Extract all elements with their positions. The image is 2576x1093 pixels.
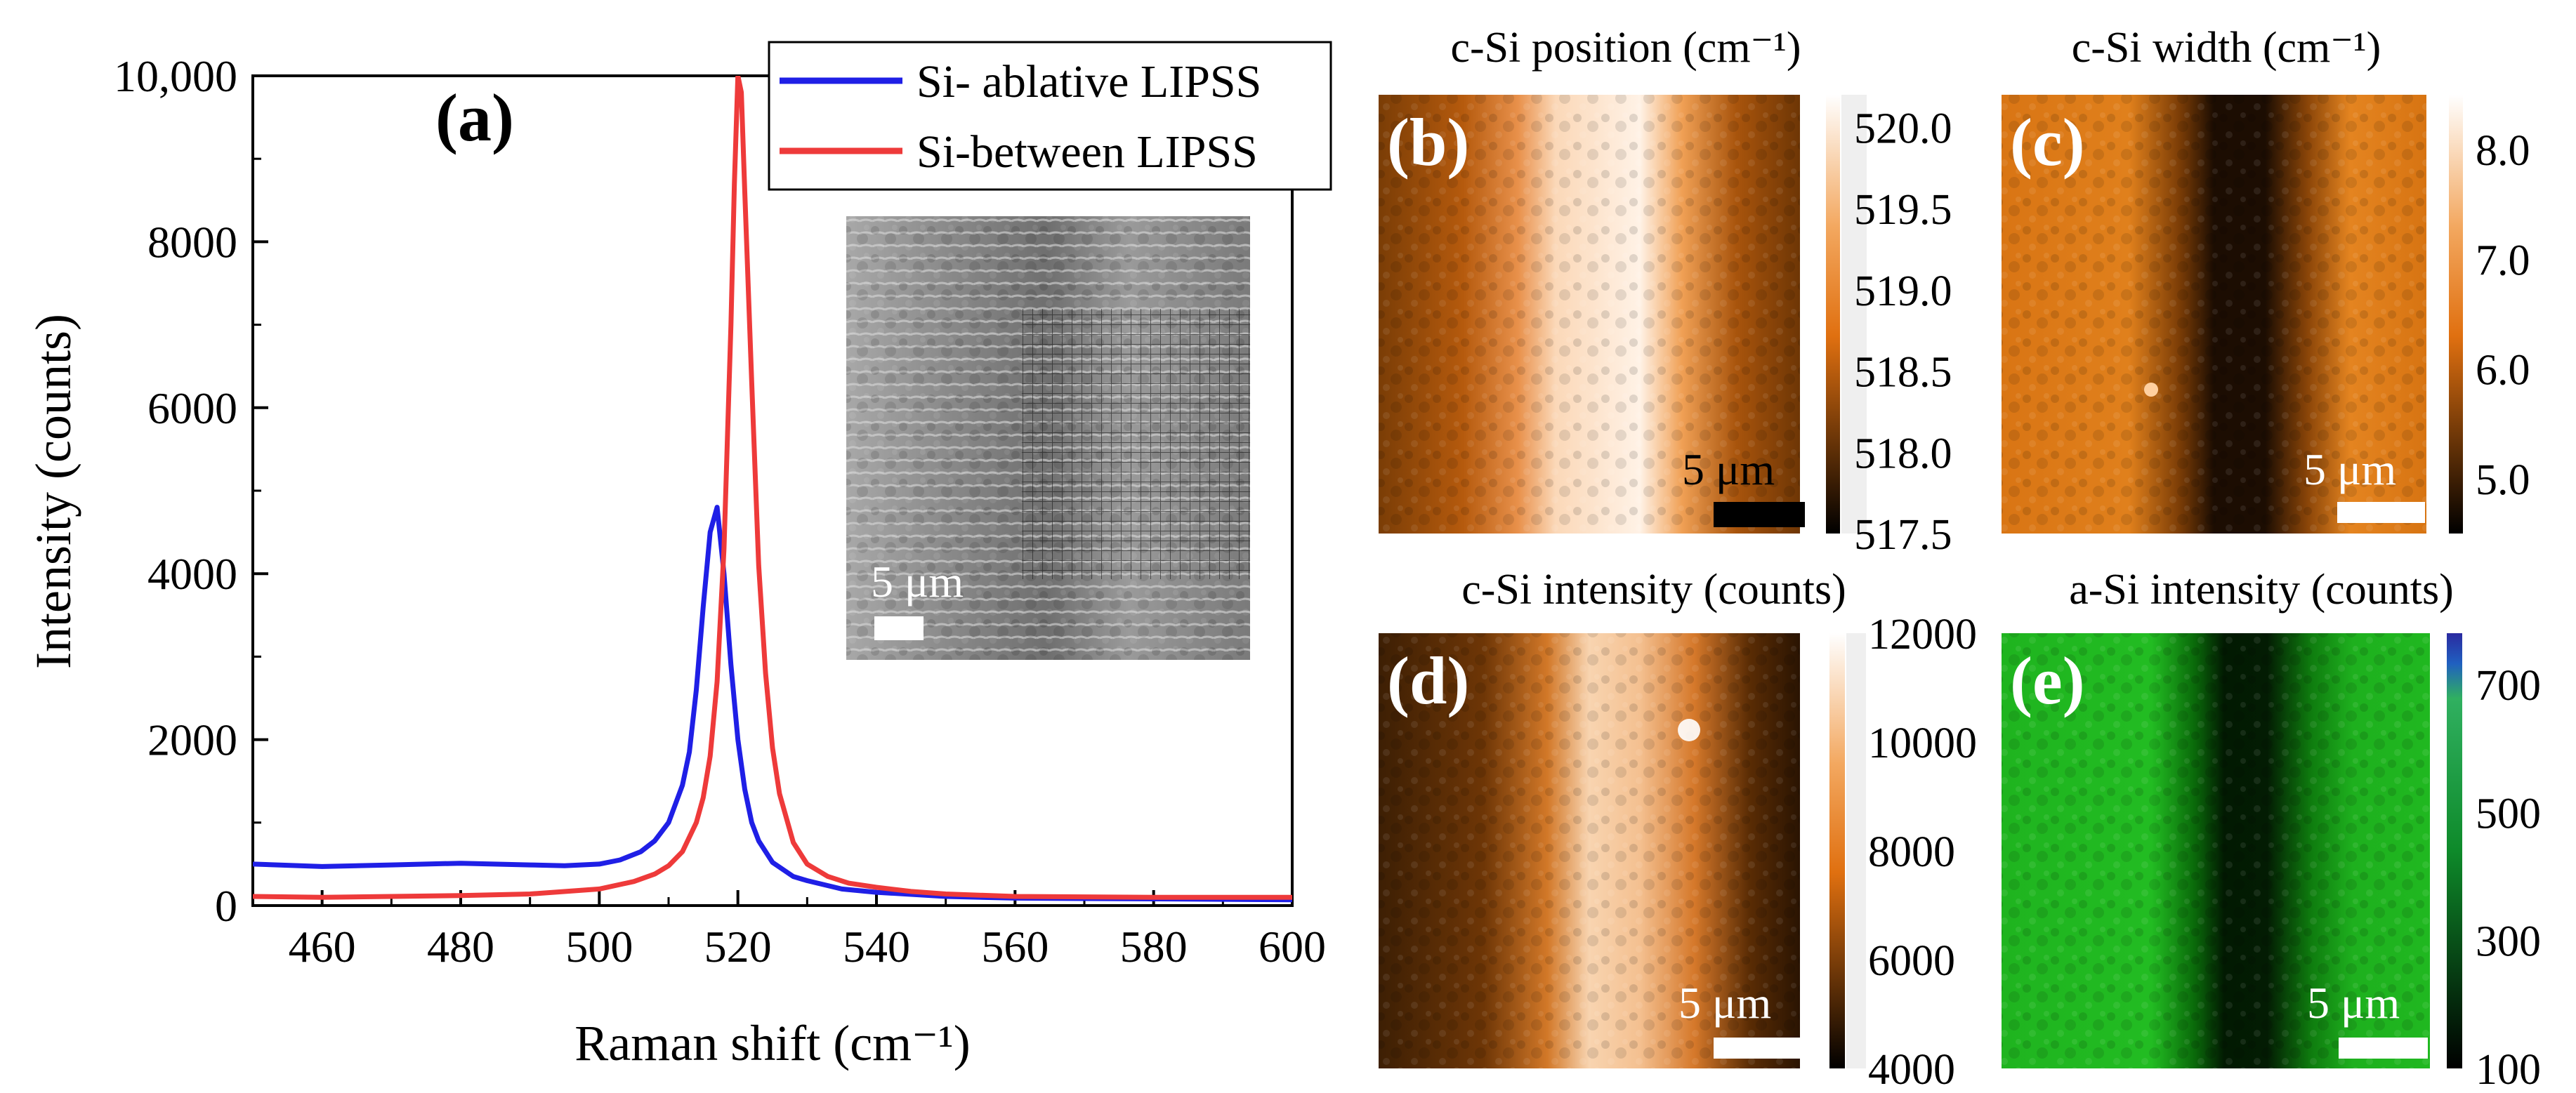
colorbar-tick-label: 100 — [2476, 1046, 2541, 1093]
scalebar-label-b: 5 μm — [1682, 444, 1775, 494]
y-tick-label: 0 — [215, 881, 237, 931]
scalebar-label-c: 5 μm — [2304, 444, 2396, 494]
colorbar-tick-label: 500 — [2476, 790, 2541, 837]
scalebar-d — [1714, 1038, 1801, 1059]
colorbar-tick-label: 517.5 — [1854, 511, 1952, 559]
y-tick-label: 10,000 — [114, 51, 237, 101]
bright-spot — [2144, 383, 2158, 397]
colorbar-tick-label: 5.0 — [2476, 456, 2530, 504]
colorbar-c — [2449, 95, 2463, 534]
colorbar-ticks-e: 700 500 300 100 — [2476, 662, 2541, 1093]
scalebar-label-e: 5 μm — [2307, 978, 2400, 1028]
colorbar-tick-label: 520.0 — [1854, 105, 1952, 152]
x-tick-label: 460 — [289, 922, 356, 972]
scalebar-c — [2337, 502, 2425, 523]
inset-scalebar-label: 5 μm — [871, 557, 964, 607]
colorbar-tick-label: 518.5 — [1854, 349, 1952, 397]
scalebar-label-d: 5 μm — [1678, 978, 1771, 1028]
colorbar-tick-label: 8.0 — [2476, 127, 2530, 175]
scalebar-e — [2339, 1038, 2428, 1059]
legend: Si- ablative LIPSS Si-between LIPSS — [768, 41, 1332, 191]
colorbar-d — [1829, 633, 1845, 1068]
panel-label-d: (d) — [1387, 643, 1469, 718]
colorbar-ticks-d: 12000 10000 8000 6000 4000 — [1868, 611, 1977, 1093]
colorbar-b — [1826, 95, 1840, 534]
colorbar-tick-label: 8000 — [1868, 828, 1955, 876]
series-line-ablative — [253, 505, 1292, 903]
panel-c-heatmap: c-Si width (cm⁻¹) (c) 5 μm 8.0 7.0 6.0 5.0 — [2002, 24, 2530, 534]
x-tick-labels: 460 480 500 520 540 560 580 600 — [289, 922, 1326, 972]
colorbar-tick-label: 6.0 — [2476, 347, 2530, 395]
colorbar-tick-label: 518.0 — [1854, 430, 1952, 477]
colorbar-tick-label: 12000 — [1868, 611, 1977, 658]
colorbar-tick-label: 4000 — [1868, 1046, 1955, 1093]
x-tick-label: 540 — [843, 922, 910, 972]
colorbar-tick-label: 6000 — [1868, 937, 1955, 985]
panel-a-line-chart: 460 480 500 520 540 560 580 600 0 2000 4000 6000 80… — [25, 41, 1332, 1071]
colorbar-tick-label: 700 — [2476, 662, 2541, 710]
colorbar-tick-label: 519.5 — [1854, 186, 1952, 234]
colorbar-tick-label: 300 — [2476, 918, 2541, 966]
colorbar-tick-label: 10000 — [1868, 720, 1977, 767]
panel-c-title: c-Si width (cm⁻¹) — [2072, 24, 2381, 72]
colorbar-e — [2447, 633, 2462, 1068]
y-tick-label: 6000 — [147, 383, 237, 433]
panel-e-title: a-Si intensity (counts) — [2069, 566, 2454, 614]
colorbar-tick-label: 7.0 — [2476, 237, 2530, 284]
y-tick-label: 2000 — [147, 715, 237, 765]
inset-scalebar — [874, 616, 924, 640]
x-tick-label: 520 — [704, 922, 772, 972]
panel-b-heatmap: c-Si position (cm⁻¹) (b) 5 μm 520.0 519.5… — [1379, 24, 1952, 559]
series-line-between — [253, 76, 1292, 900]
legend-label-between: Si-between LIPSS — [916, 126, 1258, 178]
y-tick-labels: 0 2000 4000 6000 8000 10,000 — [114, 51, 237, 931]
x-tick-label: 600 — [1259, 922, 1326, 972]
bright-spot-d — [1678, 719, 1700, 741]
inset-sem-image: 5 μm — [846, 216, 1250, 660]
panel-label-c: (c) — [2010, 105, 2085, 180]
colorbar-ticks-b: 520.0 519.5 519.0 518.5 518.0 517.5 — [1854, 105, 1952, 559]
x-axis-label: Raman shift (cm⁻¹) — [574, 1015, 970, 1071]
y-tick-label: 8000 — [147, 217, 237, 267]
legend-label-ablative: Si- ablative LIPSS — [916, 56, 1261, 107]
y-axis-label: Intensity (counts) — [25, 314, 81, 669]
panel-e-heatmap: a-Si intensity (counts) (e) 5 μm 700 500 3… — [2002, 566, 2541, 1093]
panel-d-heatmap: c-Si intensity (counts) (d) 5 μm 12000 10… — [1379, 566, 1977, 1093]
colorbar-ticks-c: 8.0 7.0 6.0 5.0 — [2476, 127, 2530, 504]
x-tick-label: 560 — [981, 922, 1049, 972]
panel-label-b: (b) — [1387, 105, 1469, 180]
panel-d-title: c-Si intensity (counts) — [1461, 566, 1846, 614]
panel-label-e: (e) — [2010, 643, 2085, 718]
colorbar-tick-label: 519.0 — [1854, 267, 1952, 315]
x-tick-label: 480 — [427, 922, 494, 972]
x-tick-label: 580 — [1120, 922, 1188, 972]
x-tick-label: 500 — [565, 922, 633, 972]
y-tick-label: 4000 — [147, 549, 237, 599]
panel-b-title: c-Si position (cm⁻¹) — [1450, 24, 1801, 72]
scalebar-b — [1714, 502, 1805, 527]
panel-label-a: (a) — [435, 80, 514, 155]
